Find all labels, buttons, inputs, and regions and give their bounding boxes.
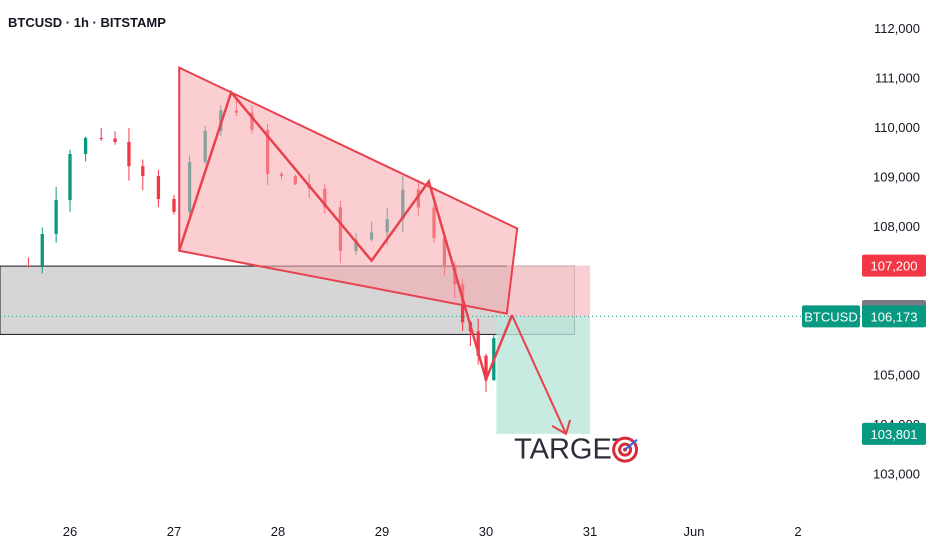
price-tag-label: 106,173 xyxy=(871,309,918,324)
candle-body xyxy=(113,138,117,143)
y-tick-label: 112,000 xyxy=(874,21,920,36)
x-tick-label: 27 xyxy=(167,524,181,539)
axes-layer: 112,000 111,000 110,000 109,000 108,000 105,0… xyxy=(63,21,926,539)
candle-body xyxy=(127,142,131,167)
price-tag xyxy=(862,254,926,277)
wedge-pattern-layer: TARGET xyxy=(178,66,639,466)
x-tick-label: 28 xyxy=(271,524,285,539)
candle-body xyxy=(484,355,488,381)
candle-body xyxy=(26,265,31,267)
x-tick-label: 2 xyxy=(794,524,801,539)
candle-body xyxy=(476,331,480,356)
symbol-tag xyxy=(802,305,860,328)
y-tick-label: 111,000 xyxy=(875,71,920,86)
candle-body xyxy=(40,233,44,266)
x-tick-label: 30 xyxy=(479,524,493,539)
price-tag-label: 103,801 xyxy=(871,427,918,442)
candle-body xyxy=(99,137,103,139)
candle-body xyxy=(68,153,72,201)
wave-path xyxy=(178,89,514,384)
candle-body xyxy=(172,199,176,212)
candle-body xyxy=(141,166,145,176)
price-tag xyxy=(862,305,926,328)
candle-body xyxy=(54,200,58,234)
y-tick-label: 109,000 xyxy=(873,170,920,185)
projection-arrow xyxy=(511,314,567,435)
symbol-tag-label: BTCUSD xyxy=(804,309,857,324)
target-label: TARGET xyxy=(514,434,630,466)
price-tag xyxy=(862,422,926,445)
x-tick-label: 31 xyxy=(583,524,597,539)
projection-arrowhead xyxy=(551,419,572,436)
y-tick-label: 105,000 xyxy=(873,368,920,383)
x-tick-label: 29 xyxy=(375,524,389,539)
dart-icon xyxy=(624,438,638,451)
candle-body xyxy=(156,175,161,200)
take-profit-zone xyxy=(496,316,590,434)
chart-title: BTCUSD · 1h · BITSTAMP xyxy=(8,15,166,30)
x-tick-label: Jun xyxy=(684,524,705,539)
y-tick-label: 108,000 xyxy=(873,219,920,234)
price-tag-label: 107,200 xyxy=(871,259,918,274)
falling-wedge xyxy=(178,66,519,315)
stop-loss-zone xyxy=(506,265,590,317)
y-tick-label: 110,000 xyxy=(874,120,920,135)
y-tick-label: 103,000 xyxy=(873,467,920,482)
x-tick-label: 26 xyxy=(63,524,77,539)
candle-body xyxy=(83,137,88,154)
